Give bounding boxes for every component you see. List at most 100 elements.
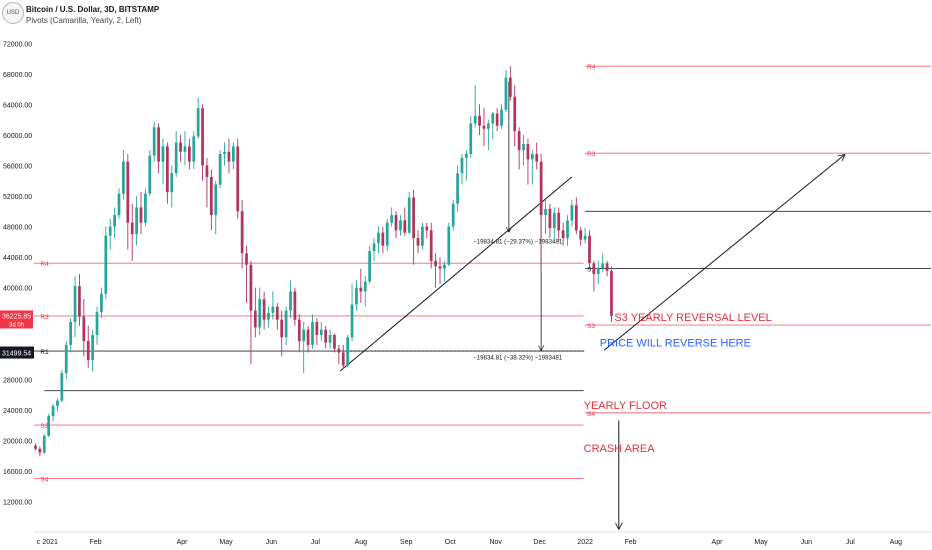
candle-body xyxy=(517,131,521,151)
pivot-label: R1 xyxy=(40,349,49,356)
y-tick-label: 24000.00 xyxy=(3,408,32,415)
candle-body xyxy=(51,406,55,416)
candle-body xyxy=(333,334,336,349)
candle-body xyxy=(368,250,372,282)
candle-body xyxy=(508,77,512,97)
candle-body xyxy=(407,197,411,233)
candle-body xyxy=(196,108,200,137)
candle-body xyxy=(385,222,389,246)
candle-body xyxy=(108,226,112,236)
candle-body xyxy=(218,154,222,185)
candle-body xyxy=(341,352,345,366)
candle-body xyxy=(144,193,147,223)
candle-body xyxy=(469,123,473,154)
annotation-text: YEARLY FLOOR xyxy=(584,400,667,412)
candle-body xyxy=(258,299,262,328)
candle-body xyxy=(460,157,464,174)
candle-body xyxy=(86,341,90,361)
candle-body xyxy=(214,184,218,216)
candle-body xyxy=(275,306,279,320)
candle-body xyxy=(271,306,275,313)
y-tick-label: 20000.00 xyxy=(3,438,32,445)
last-price-badge xyxy=(0,310,33,329)
candle-body xyxy=(522,144,525,151)
measure-label-2: −19834.81 (−38.32%) −1983481 xyxy=(473,354,563,361)
y-tick-label: 28000.00 xyxy=(3,377,32,384)
y-tick-label: 64000.00 xyxy=(3,102,32,109)
candle-body xyxy=(82,316,86,342)
candle-body xyxy=(245,253,248,265)
candle-body xyxy=(552,212,556,229)
candle-body xyxy=(601,263,605,269)
candle-body xyxy=(157,127,160,162)
text-annotations: S3 YEARLY REVERSAL LEVEL PRICE WILL REVER… xyxy=(584,312,772,455)
candle-body xyxy=(526,144,530,160)
y-tick-label: 60000.00 xyxy=(3,133,32,140)
pivot-label: S3 xyxy=(40,423,48,430)
symbol-badge[interactable]: USD xyxy=(2,2,24,24)
candle-body xyxy=(306,329,310,345)
candle-body xyxy=(473,115,477,124)
candle-body xyxy=(456,173,459,204)
x-tick-label: Feb xyxy=(90,539,102,546)
x-tick-label: Sep xyxy=(400,539,413,546)
candle-body xyxy=(324,329,328,343)
last-price-value: 36225.85 xyxy=(2,313,31,320)
candle-body xyxy=(315,322,319,335)
pivot-lines: R4 R3 R1 S3 S4 R4 R3 S1 S3 S4 xyxy=(34,64,931,484)
y-tick-label: 40000.00 xyxy=(3,286,32,293)
candle-body xyxy=(566,220,569,238)
indicator-legend[interactable]: Pivots (Camarilla, Yearly, 2, Left) xyxy=(26,16,142,25)
candle-body xyxy=(205,165,209,177)
candle-body xyxy=(513,96,517,132)
x-tick-label: Dec xyxy=(533,539,546,546)
candle-body xyxy=(38,448,42,453)
candle-body xyxy=(548,208,552,229)
x-tick-label: May xyxy=(219,539,233,546)
candle-body xyxy=(574,205,578,231)
candle-body xyxy=(284,310,288,338)
candle-body xyxy=(152,127,156,156)
candle-body xyxy=(381,232,385,246)
candle-body xyxy=(355,287,358,305)
candle-body xyxy=(311,322,314,345)
candle-body xyxy=(346,337,350,366)
pivot-label: S4 xyxy=(587,411,595,418)
candle-body xyxy=(596,268,600,274)
candle-body xyxy=(47,415,51,436)
candle-body xyxy=(328,334,332,343)
candle-body xyxy=(425,226,429,231)
countdown-value: 3d 0h xyxy=(9,322,24,328)
candle-body xyxy=(535,154,539,162)
candles[interactable] xyxy=(34,66,613,457)
candle-body xyxy=(319,329,323,335)
candle-body xyxy=(262,299,266,320)
candle-body xyxy=(610,270,613,316)
candle-body xyxy=(126,161,130,223)
candle-body xyxy=(429,230,433,261)
candle-body xyxy=(289,291,292,311)
pivot-label: R4 xyxy=(587,64,596,71)
candle-body xyxy=(170,173,174,193)
candle-body xyxy=(148,155,152,194)
candle-body xyxy=(73,286,77,322)
candle-body xyxy=(78,286,81,317)
candle-body xyxy=(91,334,94,361)
candle-body xyxy=(491,113,495,124)
candle-body xyxy=(64,344,68,374)
candle-body xyxy=(42,435,46,453)
candle-body xyxy=(421,226,424,246)
pivot-label: S3 xyxy=(587,323,595,330)
x-tick-label: Jun xyxy=(266,539,277,546)
pivot-label: R3 xyxy=(40,314,49,321)
pivot-label: R4 xyxy=(40,261,49,268)
price-badges: 36225.85 3d 0h 31499.54 xyxy=(0,310,34,359)
candle-body xyxy=(240,211,244,254)
candle-body xyxy=(183,146,187,152)
candle-body xyxy=(337,348,341,353)
candle-body xyxy=(280,319,284,338)
candle-body xyxy=(438,266,442,269)
up-arrow xyxy=(603,155,844,351)
